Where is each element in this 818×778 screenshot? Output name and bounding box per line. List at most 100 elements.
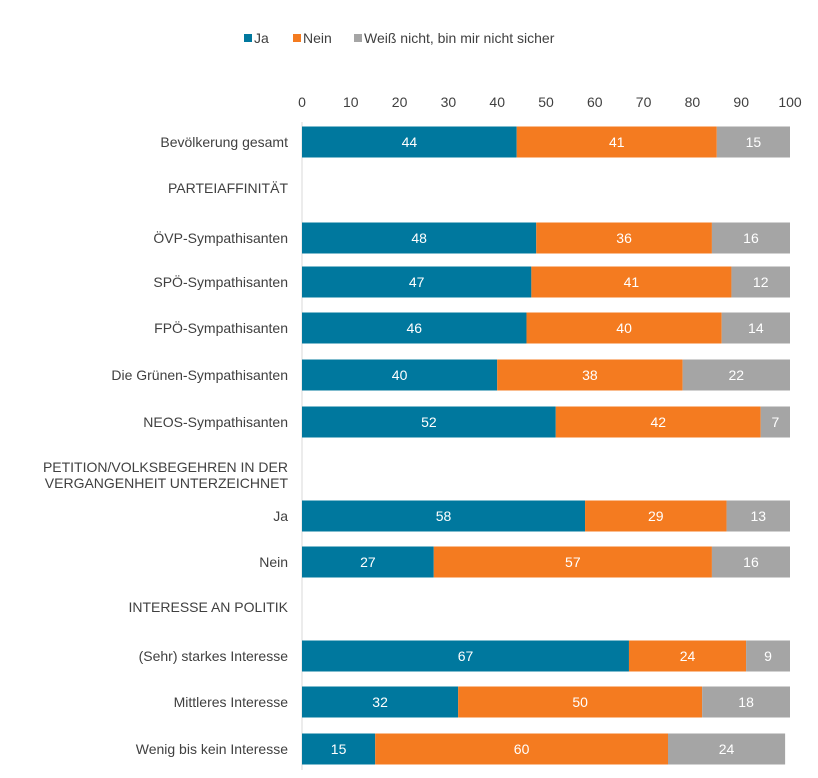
group-header: PARTEIAFFINITÄT [168, 180, 288, 196]
data-label: 52 [421, 414, 437, 430]
data-label: 14 [748, 320, 764, 336]
data-label: 46 [406, 320, 422, 336]
bar-segment [302, 406, 556, 438]
data-label: 24 [719, 741, 735, 757]
data-label: 57 [565, 554, 581, 570]
bar-row: Wenig bis kein Interesse 15 60 24 [136, 733, 786, 765]
bar-segment [760, 406, 790, 438]
data-label: 27 [360, 554, 376, 570]
data-label: 50 [572, 694, 588, 710]
bar-segment [302, 500, 586, 532]
bar-segment [726, 500, 790, 532]
x-tick-label: 90 [733, 94, 749, 110]
legend-item: Nein [293, 30, 332, 46]
x-tick-label: 80 [685, 94, 701, 110]
category-label: (Sehr) starkes Interesse [139, 648, 289, 664]
bar-segment [682, 359, 790, 391]
bar-segment [375, 733, 668, 765]
bar-segment [555, 406, 761, 438]
x-tick-label: 100 [778, 94, 802, 110]
bar-segment [668, 733, 786, 765]
bar-segment [585, 500, 727, 532]
data-label: 36 [616, 230, 632, 246]
bar-segment [302, 266, 532, 298]
legend-label: Weiß nicht, bin mir nicht sicher [364, 30, 555, 46]
bar-row: Mittleres Interesse 32 50 18 [174, 686, 790, 718]
data-label: 40 [616, 320, 632, 336]
group-header: PETITION/VOLKSBEGEHREN IN DERVERGANGENHE… [43, 459, 289, 491]
bar-row: Ja 58 29 13 [273, 500, 790, 532]
data-label: 18 [738, 694, 754, 710]
data-label: 22 [729, 367, 745, 383]
x-tick-label: 20 [392, 94, 408, 110]
bar-segment [516, 126, 717, 158]
category-label: Die Grünen-Sympathisanten [111, 367, 288, 383]
legend-label: Nein [303, 30, 332, 46]
x-tick-label: 40 [489, 94, 505, 110]
bar-segment [302, 222, 537, 254]
data-label: 44 [402, 134, 418, 150]
data-label: 15 [746, 134, 762, 150]
x-tick-label: 10 [343, 94, 359, 110]
data-label: 24 [680, 648, 696, 664]
x-tick-label: 50 [538, 94, 554, 110]
data-label: 7 [771, 414, 779, 430]
data-label: 41 [609, 134, 625, 150]
bar-segment [628, 640, 747, 672]
bar-row: Die Grünen-Sympathisanten 40 38 22 [111, 359, 790, 391]
bar-segment [302, 733, 376, 765]
data-label: 38 [582, 367, 598, 383]
group-header: INTERESSE AN POLITIK [129, 599, 289, 615]
bar-segment [458, 686, 703, 718]
bar-row: ÖVP-Sympathisanten 48 36 16 [153, 222, 790, 254]
bar-segment [302, 312, 527, 344]
category-label: Bevölkerung gesamt [160, 134, 288, 150]
data-label: 40 [392, 367, 408, 383]
x-tick-label: 60 [587, 94, 603, 110]
bar-segment [702, 686, 790, 718]
category-label: Wenig bis kein Interesse [136, 741, 288, 757]
bar-segment [531, 266, 732, 298]
bar-row: (Sehr) starkes Interesse 67 24 9 [139, 640, 790, 672]
bar-segment [302, 359, 498, 391]
category-label: NEOS-Sympathisanten [143, 414, 288, 430]
group-header-label: PETITION/VOLKSBEGEHREN IN DER [43, 459, 288, 475]
data-label: 29 [648, 508, 664, 524]
x-tick-label: 0 [298, 94, 306, 110]
data-label: 9 [764, 648, 772, 664]
chart-rows: Bevölkerung gesamt 44 41 15 PARTEIAFFINITÄT Ö… [43, 126, 790, 765]
data-label: 15 [331, 741, 347, 757]
data-label: 47 [409, 274, 425, 290]
bar-row: FPÖ-Sympathisanten 46 40 14 [154, 312, 790, 344]
bar-segment [497, 359, 683, 391]
data-label: 67 [458, 648, 474, 664]
group-header-label: VERGANGENHEIT UNTERZEICHNET [45, 475, 289, 491]
bar-segment [731, 266, 790, 298]
bar-row: Bevölkerung gesamt 44 41 15 [160, 126, 790, 158]
category-label: SPÖ-Sympathisanten [153, 273, 288, 290]
data-label: 41 [624, 274, 640, 290]
legend-item: Weiß nicht, bin mir nicht sicher [354, 30, 555, 46]
data-label: 13 [750, 508, 766, 524]
data-label: 12 [753, 274, 769, 290]
bar-segment [302, 546, 434, 578]
bar-segment [721, 312, 790, 344]
category-label: Nein [259, 554, 288, 570]
group-header-label: INTERESSE AN POLITIK [129, 599, 289, 615]
data-label: 58 [436, 508, 452, 524]
bar-segment [526, 312, 722, 344]
bar-segment [302, 640, 629, 672]
data-label: 60 [514, 741, 530, 757]
bar-row: SPÖ-Sympathisanten 47 41 12 [153, 266, 790, 298]
data-label: 48 [411, 230, 427, 246]
bar-row: NEOS-Sympathisanten 52 42 7 [143, 406, 790, 438]
data-label: 32 [372, 694, 388, 710]
legend: Ja Nein Weiß nicht, bin mir nicht sicher [244, 30, 555, 46]
legend-item: Ja [244, 30, 269, 46]
category-label: ÖVP-Sympathisanten [153, 229, 288, 246]
bar-segment [536, 222, 712, 254]
bar-segment [746, 640, 790, 672]
group-header-label: PARTEIAFFINITÄT [168, 180, 288, 196]
